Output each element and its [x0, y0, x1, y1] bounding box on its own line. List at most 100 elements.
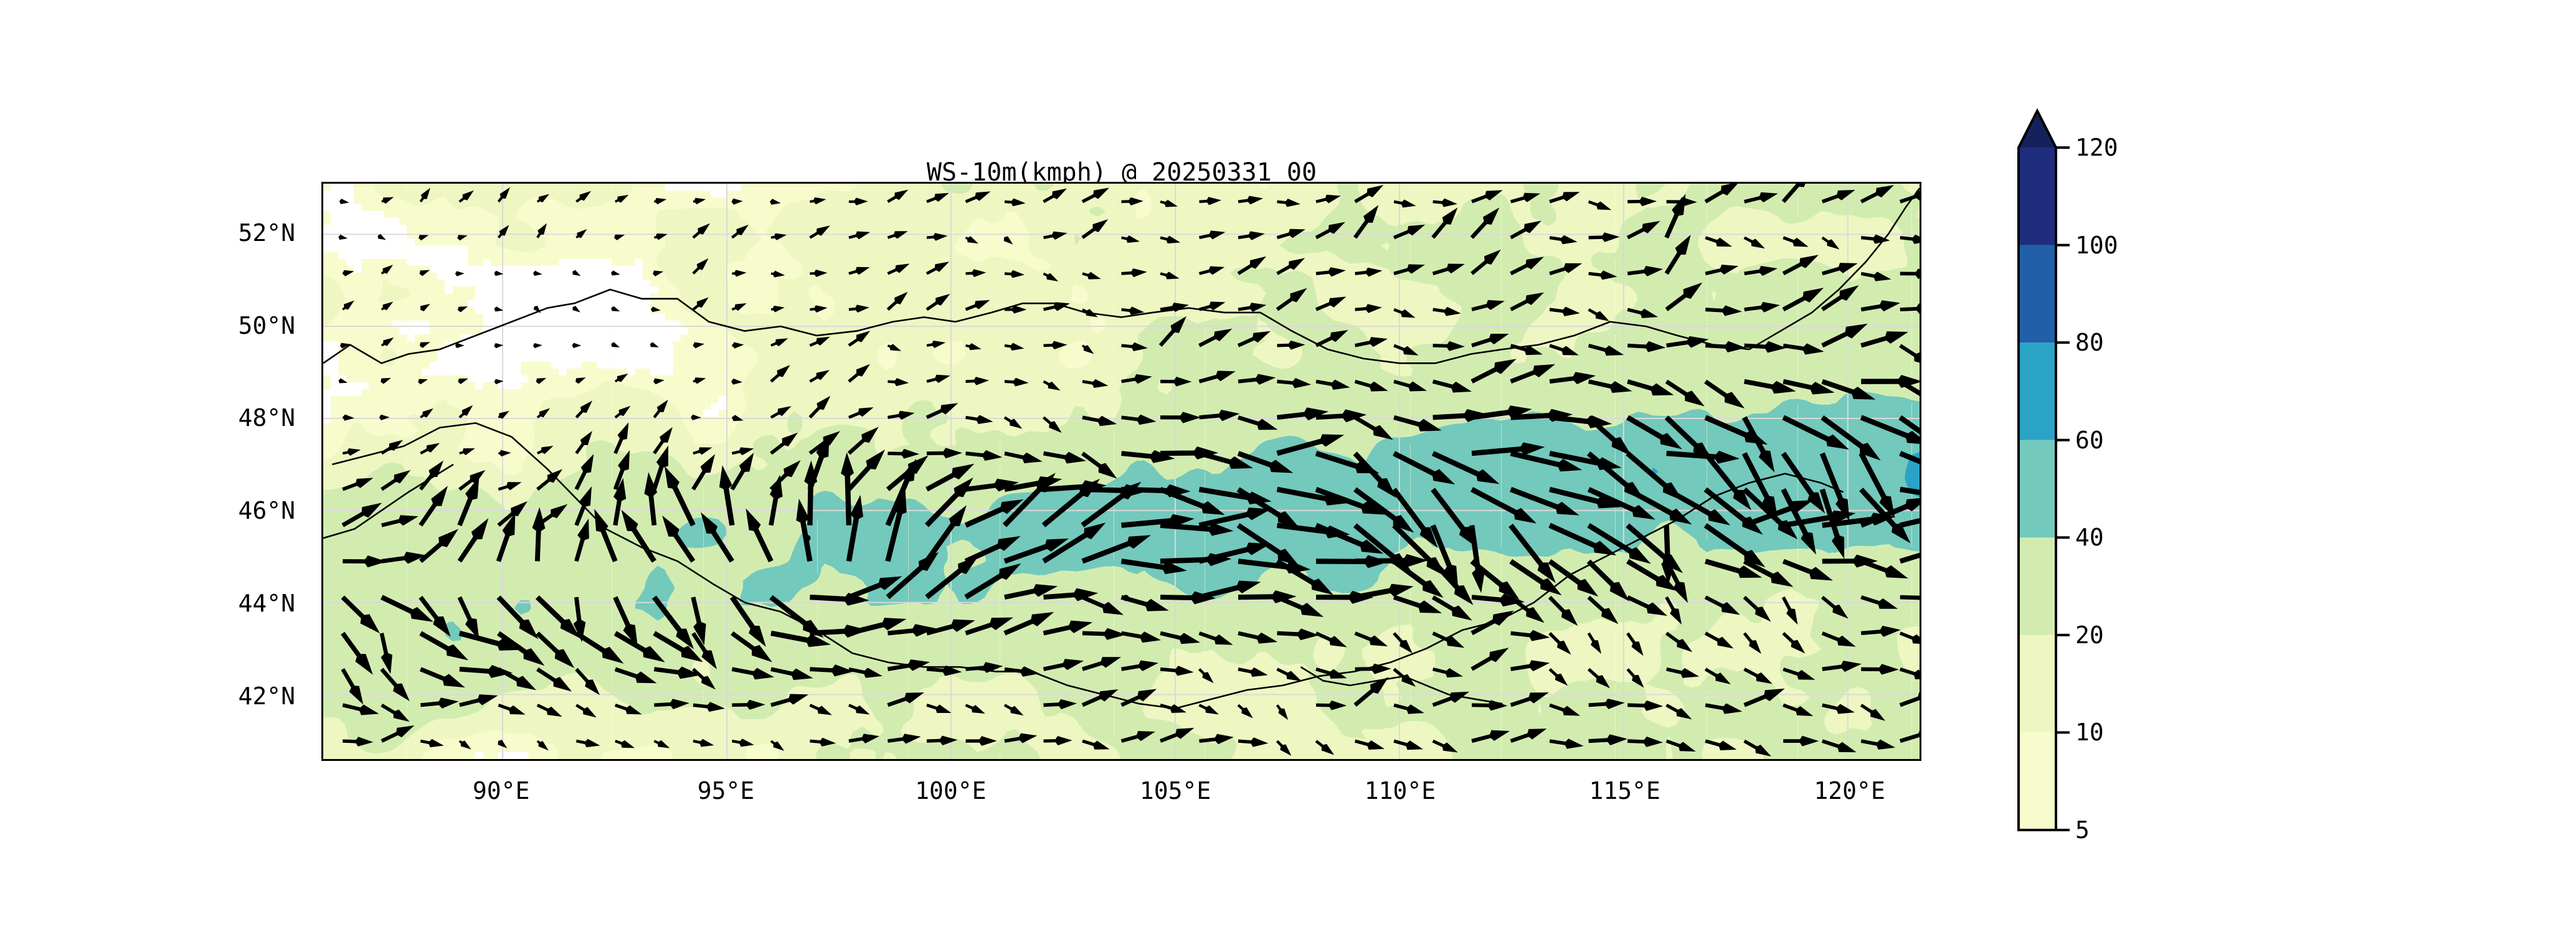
wind-arrow [926, 665, 962, 676]
wind-arrow [1783, 379, 1835, 395]
wind-arrow [770, 667, 813, 681]
wind-arrow [1043, 736, 1073, 746]
wind-arrow [1508, 524, 1556, 583]
wind-arrow [1160, 703, 1186, 713]
wind-arrow [1821, 415, 1881, 461]
wind-arrow [1665, 704, 1692, 720]
wind-arrow [1860, 415, 1920, 444]
x-tick-110°E: 110°E [1364, 777, 1436, 804]
wind-arrow [1860, 498, 1920, 528]
wind-arrow [1510, 344, 1543, 356]
wind-arrow [1704, 631, 1734, 649]
wind-arrow [1082, 739, 1110, 750]
colorbar-extend-arrow [2019, 111, 2056, 148]
wind-arrow [613, 478, 627, 526]
wind-arrow [1238, 303, 1267, 312]
wind-arrow [420, 738, 444, 748]
wind-arrow [1549, 344, 1579, 356]
wind-arrow [459, 448, 475, 455]
wind-arrow [1353, 451, 1397, 498]
wind-arrow [457, 476, 480, 527]
wind-arrow [692, 667, 716, 690]
wind-arrow [926, 233, 948, 241]
wind-arrow [572, 270, 581, 276]
wind-arrow [804, 460, 818, 526]
wind-arrow [848, 231, 871, 240]
wind-arrow [731, 415, 744, 422]
wind-arrow [1120, 660, 1158, 671]
wind-arrow [1743, 688, 1785, 707]
wind-arrow [1898, 379, 1920, 397]
wind-arrow [1316, 700, 1347, 710]
wind-arrow [1393, 308, 1416, 318]
wind-arrow [1626, 220, 1660, 240]
wind-arrow [887, 344, 902, 351]
wind-arrow [848, 618, 907, 636]
wind-arrow [1043, 272, 1059, 281]
wind-arrow [1004, 666, 1040, 677]
colorbar-tick-label-60: 60 [2075, 426, 2104, 454]
colorbar-band-100-120 [2019, 148, 2056, 245]
wind-arrow [926, 403, 959, 419]
wind-arrow [1121, 514, 1195, 528]
wind-arrow [1588, 308, 1609, 321]
wind-arrow [651, 595, 694, 649]
wind-arrow [1821, 595, 1849, 619]
wind-arrow [1471, 442, 1545, 456]
wind-arrow [1003, 611, 1054, 636]
wind-arrow [1783, 236, 1809, 247]
wind-arrow [1510, 450, 1583, 472]
wind-arrow [1160, 376, 1192, 387]
wind-arrow [1782, 631, 1806, 654]
wind-arrow [1822, 661, 1862, 672]
wind-arrow [1510, 630, 1550, 641]
wind-arrow [1860, 559, 1908, 578]
wind-arrow [457, 518, 489, 563]
wind-arrow [1627, 700, 1664, 711]
x-tick-90°E: 90°E [472, 777, 530, 804]
wind-arrow [886, 291, 908, 311]
wind-arrow [1043, 302, 1070, 311]
wind-arrow [1510, 292, 1545, 311]
x-tick-100°E: 100°E [915, 777, 987, 804]
wind-arrow [1588, 698, 1625, 709]
wind-arrow [1705, 559, 1763, 578]
wind-arrow [458, 469, 486, 491]
wind-arrow [691, 454, 716, 491]
wind-arrow [1198, 580, 1261, 600]
wind-arrow [926, 619, 975, 636]
wind-arrow [1276, 704, 1289, 720]
wind-arrow [1510, 692, 1549, 707]
wind-arrow [848, 267, 870, 275]
wind-arrow [652, 445, 669, 490]
wind-arrow [458, 405, 473, 418]
wind-arrow [1238, 667, 1268, 677]
wind-arrow [536, 469, 563, 491]
wind-arrow [1744, 341, 1787, 353]
wind-arrow [1900, 303, 1920, 314]
wind-arrow [1704, 667, 1731, 684]
wind-arrow [1237, 451, 1294, 473]
wind-arrow [769, 474, 783, 526]
wind-arrow [965, 415, 993, 424]
wind-arrow [848, 407, 874, 419]
wind-arrow [1743, 192, 1778, 204]
wind-arrow [1510, 729, 1547, 743]
wind-arrow [1470, 559, 1520, 600]
wind-arrow [719, 465, 735, 526]
wind-arrow [1549, 192, 1580, 204]
wind-arrow [1510, 660, 1550, 672]
wind-arrow [533, 270, 542, 276]
wind-arrow [458, 190, 474, 203]
wind-arrow [691, 632, 717, 669]
wind-arrow [494, 270, 504, 276]
wind-arrow [1705, 305, 1742, 316]
wind-arrow [1315, 379, 1350, 390]
wind-arrow [458, 740, 471, 750]
wind-arrow [731, 378, 743, 385]
wind-arrow [1082, 628, 1126, 640]
wind-arrow [1276, 288, 1307, 311]
wind-arrow [888, 448, 920, 459]
wind-arrow [1783, 667, 1816, 680]
wind-arrow [342, 478, 374, 491]
